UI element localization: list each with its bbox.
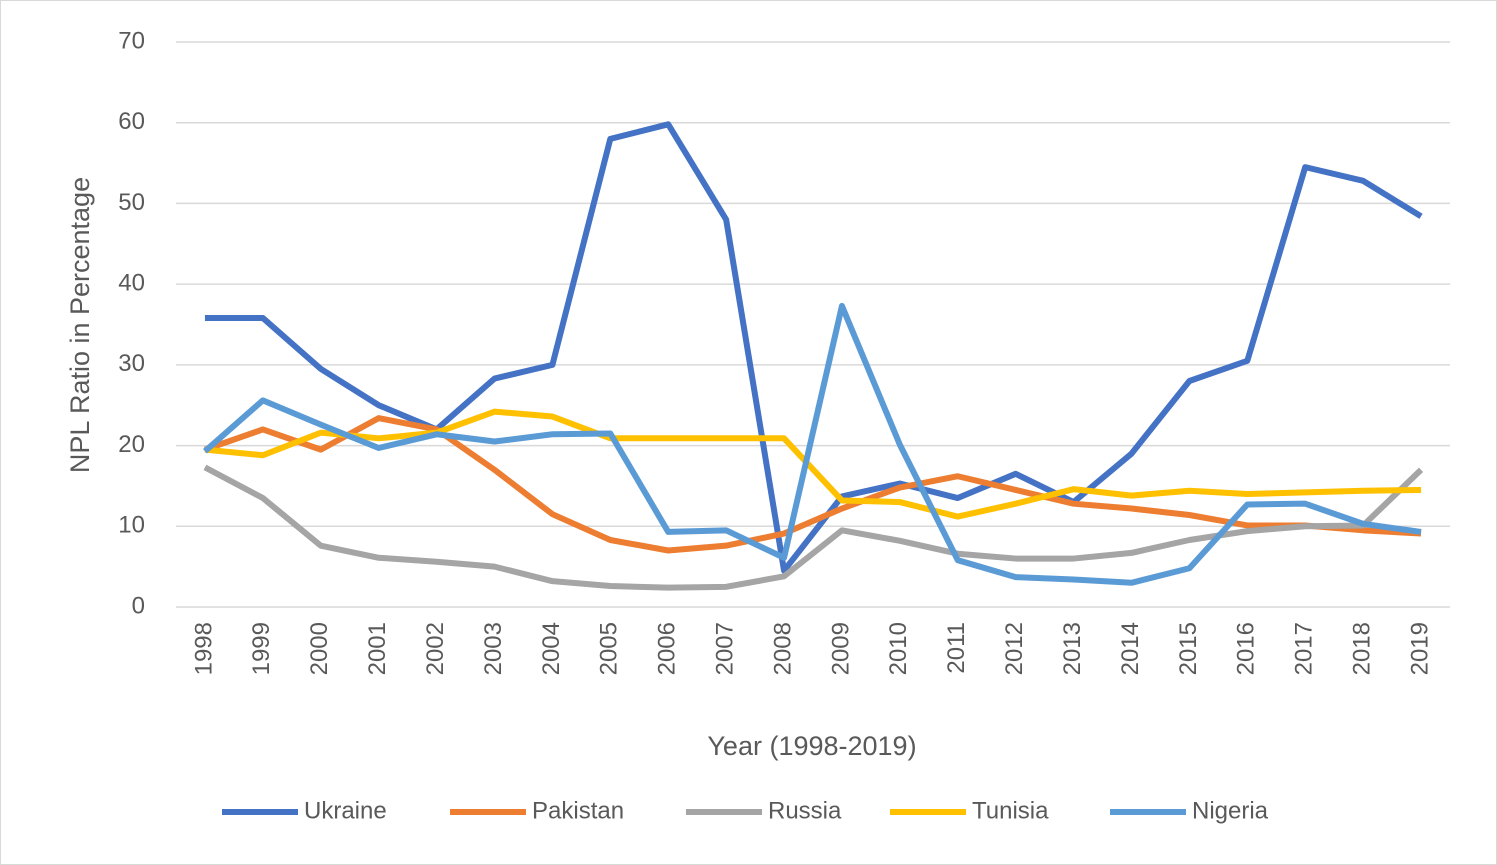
x-tick-label: 2017 (1291, 622, 1318, 675)
y-axis-title: NPL Ratio in Percentage (65, 177, 95, 473)
series-line (203, 415, 1422, 554)
x-tick-label: 2004 (538, 622, 565, 675)
series-line (202, 302, 1422, 586)
x-tick-label: 1999 (248, 622, 275, 675)
x-tick-label: 2015 (1175, 622, 1202, 675)
series-line (204, 121, 1423, 574)
x-tick-label: 2000 (306, 622, 333, 675)
y-tick-label: 30 (118, 350, 145, 377)
y-tick-label: 60 (118, 108, 145, 135)
x-tick-label: 2005 (596, 622, 623, 675)
series-line (204, 408, 1422, 520)
x-tick-label: 2002 (422, 622, 449, 675)
x-tick-label: 2019 (1406, 622, 1433, 675)
y-tick-label: 70 (118, 27, 145, 54)
legend-label: Pakistan (532, 797, 624, 824)
legend-label: Nigeria (1192, 797, 1269, 824)
x-tick-label: 2011 (943, 622, 970, 674)
y-tick-label: 10 (118, 512, 145, 539)
x-tick-label: 2010 (885, 622, 912, 675)
x-tick-label: 1998 (190, 622, 217, 675)
x-tick-label: 2018 (1348, 622, 1375, 675)
legend-label: Russia (768, 797, 842, 824)
x-tick-label: 2013 (1059, 622, 1086, 675)
y-tick-label: 40 (118, 269, 145, 296)
x-axis-title: Year (1998-2019) (707, 731, 916, 761)
x-tick-label: 2009 (827, 622, 854, 675)
legend-label: Tunisia (972, 797, 1049, 824)
x-tick-label: 2008 (769, 622, 796, 675)
y-tick-label: 50 (118, 189, 145, 216)
legend-label: Ukraine (304, 797, 387, 824)
x-tick-label: 2006 (654, 622, 681, 675)
x-tick-label: 2012 (1001, 622, 1028, 675)
x-tick-label: 2016 (1233, 622, 1260, 675)
x-tick-label: 2007 (711, 622, 738, 675)
x-tick-label: 2014 (1117, 622, 1144, 675)
y-tick-label: 0 (132, 592, 145, 619)
x-tick-label: 2001 (364, 622, 391, 675)
y-tick-label: 20 (118, 431, 145, 458)
x-tick-label: 2003 (480, 622, 507, 675)
